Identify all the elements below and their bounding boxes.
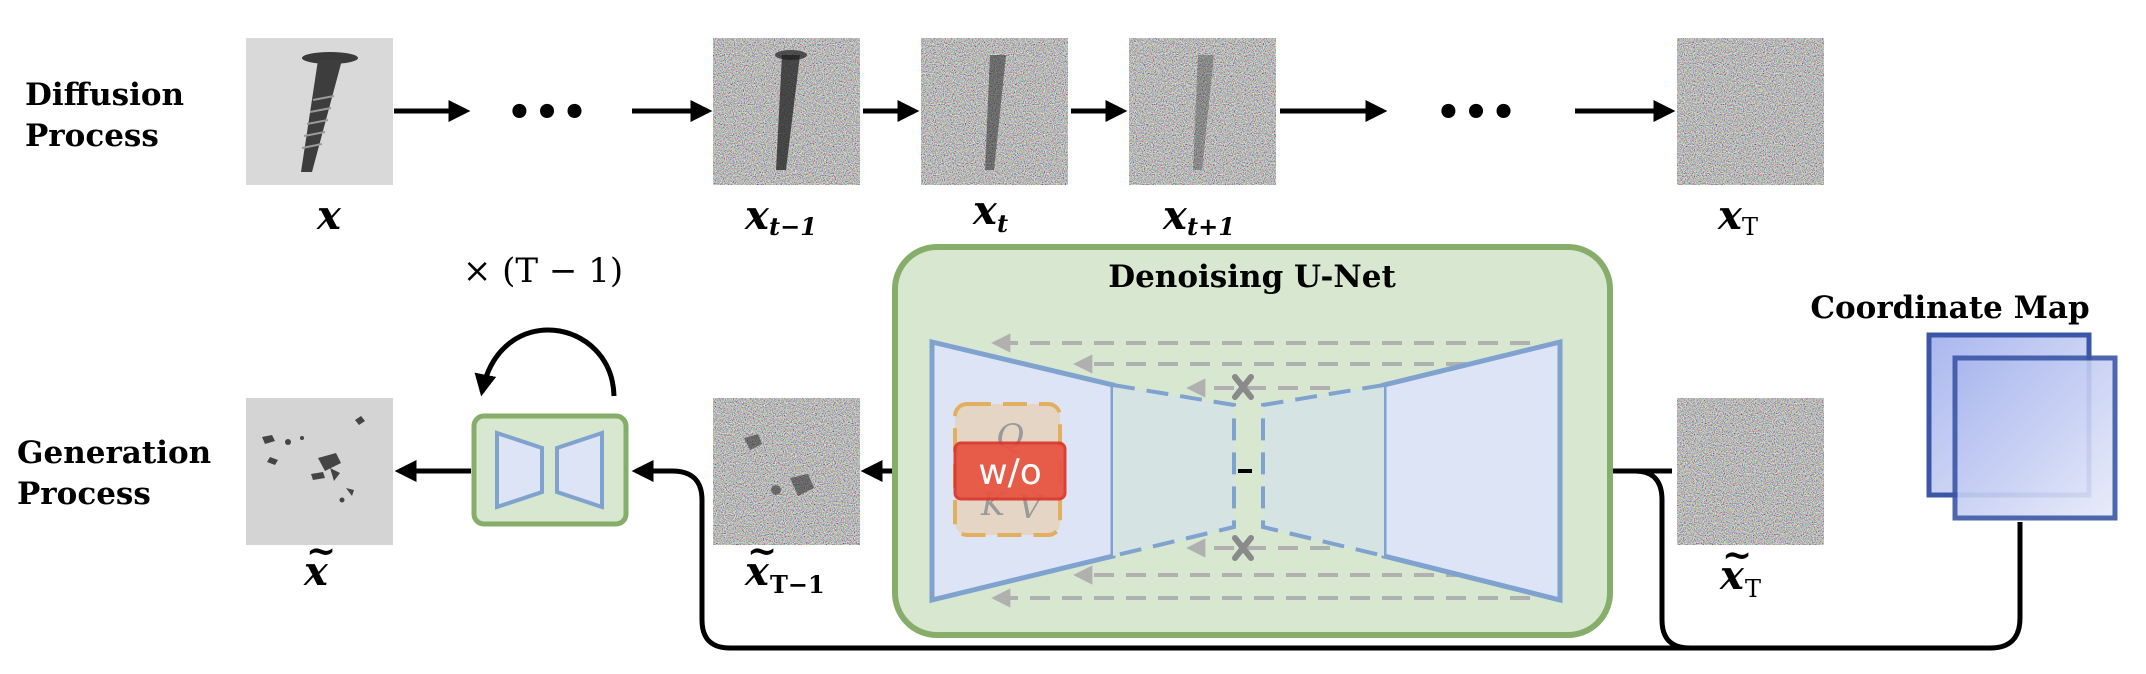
repeat-loop-arrow <box>474 327 617 397</box>
tilde-xt-T: ~ <box>1722 534 1752 576</box>
noisy-image-x-T <box>1677 38 1824 185</box>
denoising-unet: Denoising U-Net Q K <box>892 244 1613 638</box>
generated-image-x-tilde <box>246 398 393 545</box>
removed-skip-x-icon <box>1232 374 1254 561</box>
noisy-image-x-tp1 <box>1129 38 1276 185</box>
attention-block: Q K V w/o <box>953 402 1067 537</box>
noisy-image-x-tm1 <box>713 38 860 185</box>
repeat-label: × (T − 1) <box>463 251 623 291</box>
coord-map-title: Coordinate Map <box>1810 290 2089 326</box>
label-xt-tilde: x <box>303 548 329 595</box>
small-unet-block <box>471 413 629 527</box>
sub-Tm1: T−1 <box>770 570 825 599</box>
noisy-image-xt-Tm1 <box>713 398 860 545</box>
bottleneck-right <box>1263 385 1384 556</box>
label-xt-Tm1: x <box>744 548 770 595</box>
coord-to-unet-path <box>1634 468 2023 651</box>
diffusion-process-label: Diffusion Process <box>25 77 185 154</box>
ellipsis-1: ••• <box>507 89 590 136</box>
coord-to-small-unet-path <box>631 459 1690 651</box>
sub-tp1: t+1 <box>1187 212 1235 241</box>
sub-T: T <box>1742 213 1758 241</box>
coord-map-paths <box>631 459 2023 651</box>
ellipsis-2: ••• <box>1436 89 1519 136</box>
unet-title: Denoising U-Net <box>1108 259 1396 295</box>
label-x-T: x <box>1717 192 1743 239</box>
screw-image-x0 <box>246 38 393 185</box>
sub-xt-T: T <box>1745 575 1761 603</box>
label-xt-T: x <box>1719 552 1745 599</box>
label-x: x <box>316 192 342 239</box>
tilde-xt-Tm1: ~ <box>747 530 777 572</box>
generation-variable-labels: x ~ x ~ T−1 x ~ T <box>303 530 1761 603</box>
coordinate-map: Coordinate Map <box>1810 290 2118 521</box>
wo-badge-text: w/o <box>978 452 1042 493</box>
coord-map-front <box>1952 355 2118 521</box>
wo-badge <box>953 441 1067 501</box>
noisy-image-x-t <box>921 38 1068 185</box>
tilde-xt: ~ <box>306 530 336 572</box>
label-x-tm1: x <box>744 192 770 239</box>
sub-t: t <box>997 209 1008 238</box>
label-x-tp1: x <box>1162 192 1188 239</box>
diffusion-variable-labels: x x t−1 x t x t+1 x T <box>316 187 1758 241</box>
bottleneck-left <box>1113 385 1234 556</box>
decoder-block <box>1381 338 1563 604</box>
label-x-t: x <box>972 187 998 234</box>
sub-tm1: t−1 <box>769 212 817 241</box>
noisy-image-xt-T <box>1677 398 1824 545</box>
generation-process-label: Generation Process <box>17 435 212 512</box>
